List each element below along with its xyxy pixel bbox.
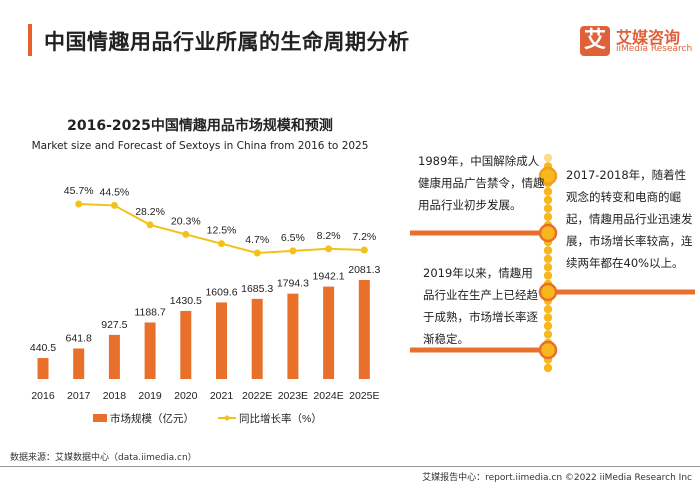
growth-label-2024E: 8.2%	[317, 230, 341, 242]
logo-name-en: iiMedia Research	[616, 44, 693, 54]
bar-2025E	[358, 280, 370, 379]
x-tick-2019: 2019	[138, 390, 162, 402]
growth-point-2018	[110, 201, 118, 209]
title-accent-bar	[28, 24, 32, 56]
growth-label-2017: 45.7%	[64, 185, 94, 197]
growth-point-2022E	[253, 249, 261, 257]
growth-label-2023E: 6.5%	[281, 232, 305, 244]
growth-label-2021: 12.5%	[207, 225, 237, 237]
timeline-dot	[543, 254, 553, 263]
timeline-dot	[543, 263, 553, 272]
legend-bar-label: 市场规模（亿元）	[110, 412, 194, 425]
bar-label-2023E: 1794.3	[277, 278, 309, 290]
x-tick-2020: 2020	[174, 390, 198, 402]
x-tick-2022E: 2022E	[242, 390, 272, 402]
x-tick-2018: 2018	[103, 390, 127, 402]
legend-line-label: 同比增长率（%）	[239, 412, 322, 425]
bar-2019	[144, 322, 156, 379]
growth-point-2025E	[360, 246, 368, 254]
bar-2020	[180, 310, 192, 379]
bar-2021	[216, 302, 227, 379]
timeline-text-1989: 1989年，中国解除成人健康用品广告禁令，情趣用品行业初步发展。	[418, 154, 545, 212]
legend-line-marker	[224, 415, 230, 421]
bar-2018	[108, 334, 120, 379]
chart-title: 2016-2025中国情趣用品市场规模和预测	[67, 118, 333, 134]
logo-name-cn: 艾媒咨询	[616, 28, 681, 47]
x-tick-2025E: 2025E	[349, 390, 379, 402]
data-source: 数据来源：艾媒数据中心（data.iimedia.cn）	[10, 453, 197, 463]
timeline-dot	[543, 363, 553, 373]
footer-divider	[0, 466, 700, 467]
timeline-dot	[543, 313, 553, 322]
timeline-dot	[543, 246, 553, 255]
chart-subtitle: Market size and Forecast of Sextoys in C…	[31, 140, 369, 152]
footer-text: 艾媒报告中心：report.iimedia.cn ©2022 iiMedia R…	[422, 473, 692, 483]
growth-label-2018: 44.5%	[100, 186, 130, 198]
timeline-node-1	[538, 166, 558, 186]
timeline-node-2	[538, 223, 558, 243]
page-title: 中国情趣用品行业所属的生命周期分析	[44, 30, 410, 54]
x-tick-2017: 2017	[67, 390, 91, 402]
timeline-dot	[543, 187, 553, 196]
bar-label-2025E: 2081.3	[348, 264, 380, 276]
growth-label-2022E: 4.7%	[245, 234, 269, 246]
timeline-node-4	[538, 340, 558, 360]
bar-label-2017: 641.8	[66, 332, 92, 344]
growth-label-2020: 20.3%	[171, 215, 201, 227]
growth-point-2024E	[325, 245, 333, 253]
chart: 440.5 2016 641.8 2017 927.5 2018 1188.7 2019 143…	[30, 185, 381, 425]
growth-label-2019: 28.2%	[135, 206, 165, 218]
timeline-dot	[543, 204, 553, 213]
bar-label-2018: 927.5	[101, 319, 127, 331]
timeline-text-2019: 2019年以来，情趣用品行业在生产上已经趋于成熟，市场增长率逐渐稳定。	[423, 266, 538, 346]
legend-bar-swatch	[93, 414, 107, 422]
bar-label-2022E: 1685.3	[241, 283, 273, 295]
bar-label-2020: 1430.5	[170, 295, 202, 307]
timeline-dot	[543, 305, 553, 314]
bar-label-2021: 1609.6	[205, 286, 237, 298]
bar-label-2016: 440.5	[30, 342, 56, 354]
timeline-dot	[543, 330, 553, 339]
growth-point-2020	[182, 230, 190, 238]
timeline-dot	[543, 321, 553, 331]
bar-2022E	[251, 298, 263, 379]
x-tick-2023E: 2023E	[278, 390, 308, 402]
growth-point-2023E	[289, 247, 297, 255]
timeline-text-2017: 2017-2018年，随着性观念的转变和电商的崛起，情趣用品行业迅速发展，市场增…	[566, 168, 693, 270]
bar-label-2019: 1188.7	[134, 306, 165, 318]
timeline-dot	[543, 153, 553, 163]
growth-label-2025E: 7.2%	[352, 231, 376, 243]
x-tick-2021: 2021	[210, 390, 234, 402]
bar-2016	[37, 358, 49, 379]
timeline-dot	[543, 195, 553, 205]
growth-point-2017	[75, 200, 83, 208]
logo-icon: 艾	[580, 26, 610, 56]
timeline-dot	[543, 271, 553, 280]
growth-point-2021	[218, 240, 225, 248]
x-tick-2016: 2016	[31, 390, 55, 402]
timeline-node-3	[538, 282, 558, 302]
growth-point-2019	[146, 221, 154, 229]
bar-2024E	[323, 286, 335, 379]
x-tick-2024E: 2024E	[313, 390, 343, 402]
bar-label-2024E: 1942.1	[313, 271, 345, 283]
timeline-graphic	[410, 153, 695, 373]
bar-2017	[73, 348, 85, 379]
bar-2023E	[287, 293, 299, 379]
timeline-dot	[543, 212, 553, 221]
